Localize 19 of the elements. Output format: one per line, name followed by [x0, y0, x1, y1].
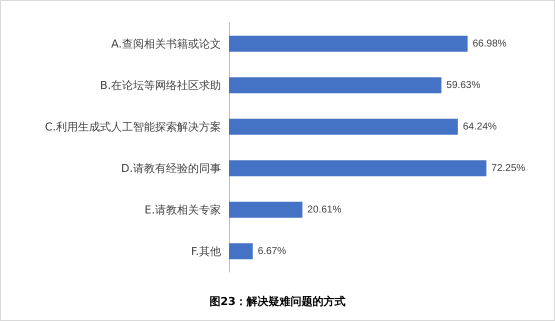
data-label: 64.24%: [462, 121, 497, 132]
data-label: 59.63%: [446, 80, 480, 91]
y-tick-label: A.查阅相关书籍或论文: [111, 37, 221, 50]
bar: [229, 160, 486, 176]
y-tick-label: E.请教相关专家: [144, 203, 221, 216]
data-label: 6.67%: [258, 246, 286, 257]
y-tick-label: F.其他: [190, 244, 221, 258]
y-tick-label: B.在论坛等网络社区求助: [100, 78, 221, 92]
data-label: 20.61%: [307, 204, 342, 216]
data-label: 66.98%: [472, 38, 507, 50]
bar: [229, 77, 442, 94]
y-tick-label: C.利用生成式人工智能探索解决方案: [44, 120, 221, 134]
bar: [229, 202, 302, 218]
bar: [229, 118, 458, 135]
text: 图23：解决疑难问题的方式: [209, 295, 346, 308]
data-label: 72.25%: [491, 162, 526, 174]
bar: [229, 36, 468, 52]
y-tick-label: D.请教有经验的同事: [121, 162, 221, 175]
bar: [229, 243, 253, 260]
